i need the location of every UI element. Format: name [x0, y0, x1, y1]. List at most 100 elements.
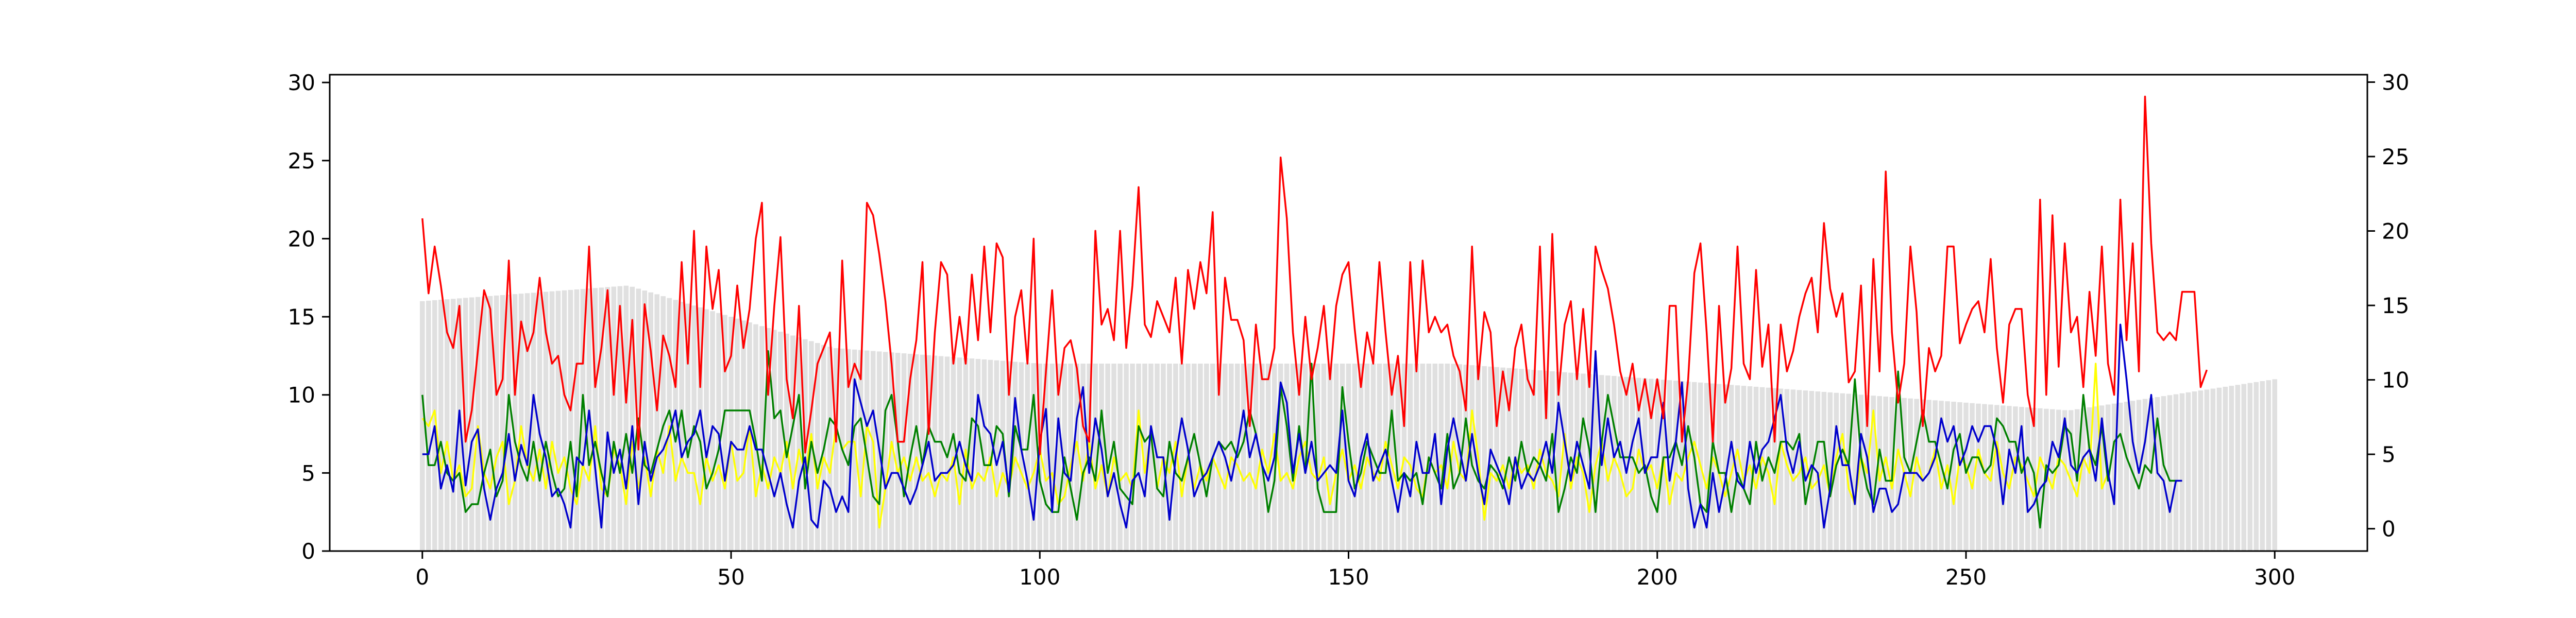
bar — [1957, 402, 1962, 551]
bar — [531, 293, 536, 551]
bar — [518, 294, 524, 551]
bar — [2001, 405, 2006, 551]
bar — [1043, 364, 1049, 551]
y2-tick-label: 0 — [2382, 517, 2396, 542]
bar — [487, 296, 493, 551]
x-tick-label: 50 — [717, 564, 744, 590]
bar — [932, 355, 938, 551]
bar — [2013, 406, 2018, 551]
bar — [2019, 407, 2024, 551]
bar — [1333, 364, 1339, 551]
bar — [747, 322, 752, 551]
bar — [735, 318, 740, 551]
bar — [574, 289, 580, 551]
bar — [1933, 400, 1938, 551]
bar — [1840, 393, 1845, 551]
bar — [1352, 364, 1358, 551]
y2-tick-label: 25 — [2382, 144, 2409, 169]
bar — [1679, 381, 1685, 551]
bar — [1284, 364, 1290, 551]
bar — [630, 286, 635, 551]
bar — [1519, 369, 1524, 551]
bar — [549, 291, 555, 551]
bar — [524, 293, 530, 551]
bar — [716, 313, 721, 551]
bar — [419, 301, 425, 551]
bar — [1315, 364, 1320, 551]
bar — [1630, 377, 1635, 551]
bar — [1494, 367, 1499, 551]
bar — [722, 315, 727, 551]
y2-tick-label: 15 — [2382, 293, 2409, 318]
bar — [1722, 384, 1728, 551]
bar — [450, 299, 456, 551]
y2-tick-label: 5 — [2382, 442, 2396, 467]
bar — [1766, 387, 1771, 551]
bar — [1908, 398, 1913, 551]
bar — [766, 328, 771, 551]
bar — [2062, 410, 2067, 551]
bar — [667, 298, 672, 551]
bar — [1624, 376, 1629, 551]
bar — [1259, 364, 1265, 551]
bar — [920, 354, 925, 551]
bar — [1346, 364, 1351, 551]
bar — [623, 285, 629, 551]
bar — [1099, 364, 1104, 551]
bar — [889, 352, 894, 551]
bar — [1963, 402, 1969, 551]
bar — [1451, 364, 1456, 551]
bar — [994, 360, 999, 551]
bar — [1871, 396, 1876, 551]
bar — [2198, 390, 2204, 551]
bar — [1130, 364, 1135, 551]
bar — [2223, 386, 2228, 551]
bar — [685, 303, 690, 551]
bar — [2056, 409, 2061, 551]
y-tick-label: 30 — [288, 70, 315, 95]
bar — [1691, 382, 1697, 551]
bar — [1778, 388, 1784, 551]
bar — [654, 294, 659, 551]
bar — [1970, 403, 1975, 551]
y2-tick-label: 20 — [2382, 219, 2409, 244]
bar — [1377, 364, 1382, 551]
bar — [1728, 385, 1734, 551]
bar — [1914, 399, 1919, 551]
bar — [438, 300, 444, 551]
bar — [2136, 400, 2142, 551]
bar — [1463, 365, 1469, 551]
bar — [2204, 389, 2210, 551]
bar — [1759, 387, 1765, 551]
y2-tick-label: 10 — [2382, 368, 2409, 393]
bar — [2111, 403, 2117, 551]
bar — [1550, 371, 1555, 551]
bar — [1031, 363, 1037, 551]
bar — [1562, 372, 1567, 551]
bar — [1037, 364, 1043, 551]
bar — [951, 357, 956, 551]
bar — [759, 326, 765, 551]
bar — [1025, 363, 1030, 551]
bar — [1093, 364, 1098, 551]
bar — [845, 349, 851, 551]
bar — [1827, 392, 1833, 551]
series-line-red — [421, 95, 2208, 455]
bar — [1179, 364, 1184, 551]
bar — [1049, 364, 1055, 551]
bar — [938, 356, 944, 551]
bar — [796, 337, 802, 551]
bar — [1945, 401, 1950, 551]
bar — [2148, 398, 2154, 551]
bar — [617, 286, 623, 551]
bar — [586, 288, 592, 551]
bar — [1926, 400, 1931, 551]
bar — [1976, 403, 1981, 551]
bar — [2007, 406, 2012, 551]
bar — [1056, 364, 1061, 551]
bar — [1142, 364, 1147, 551]
bar — [2080, 408, 2086, 551]
bar — [2161, 396, 2166, 551]
bar — [827, 347, 833, 551]
bar — [1117, 364, 1123, 551]
